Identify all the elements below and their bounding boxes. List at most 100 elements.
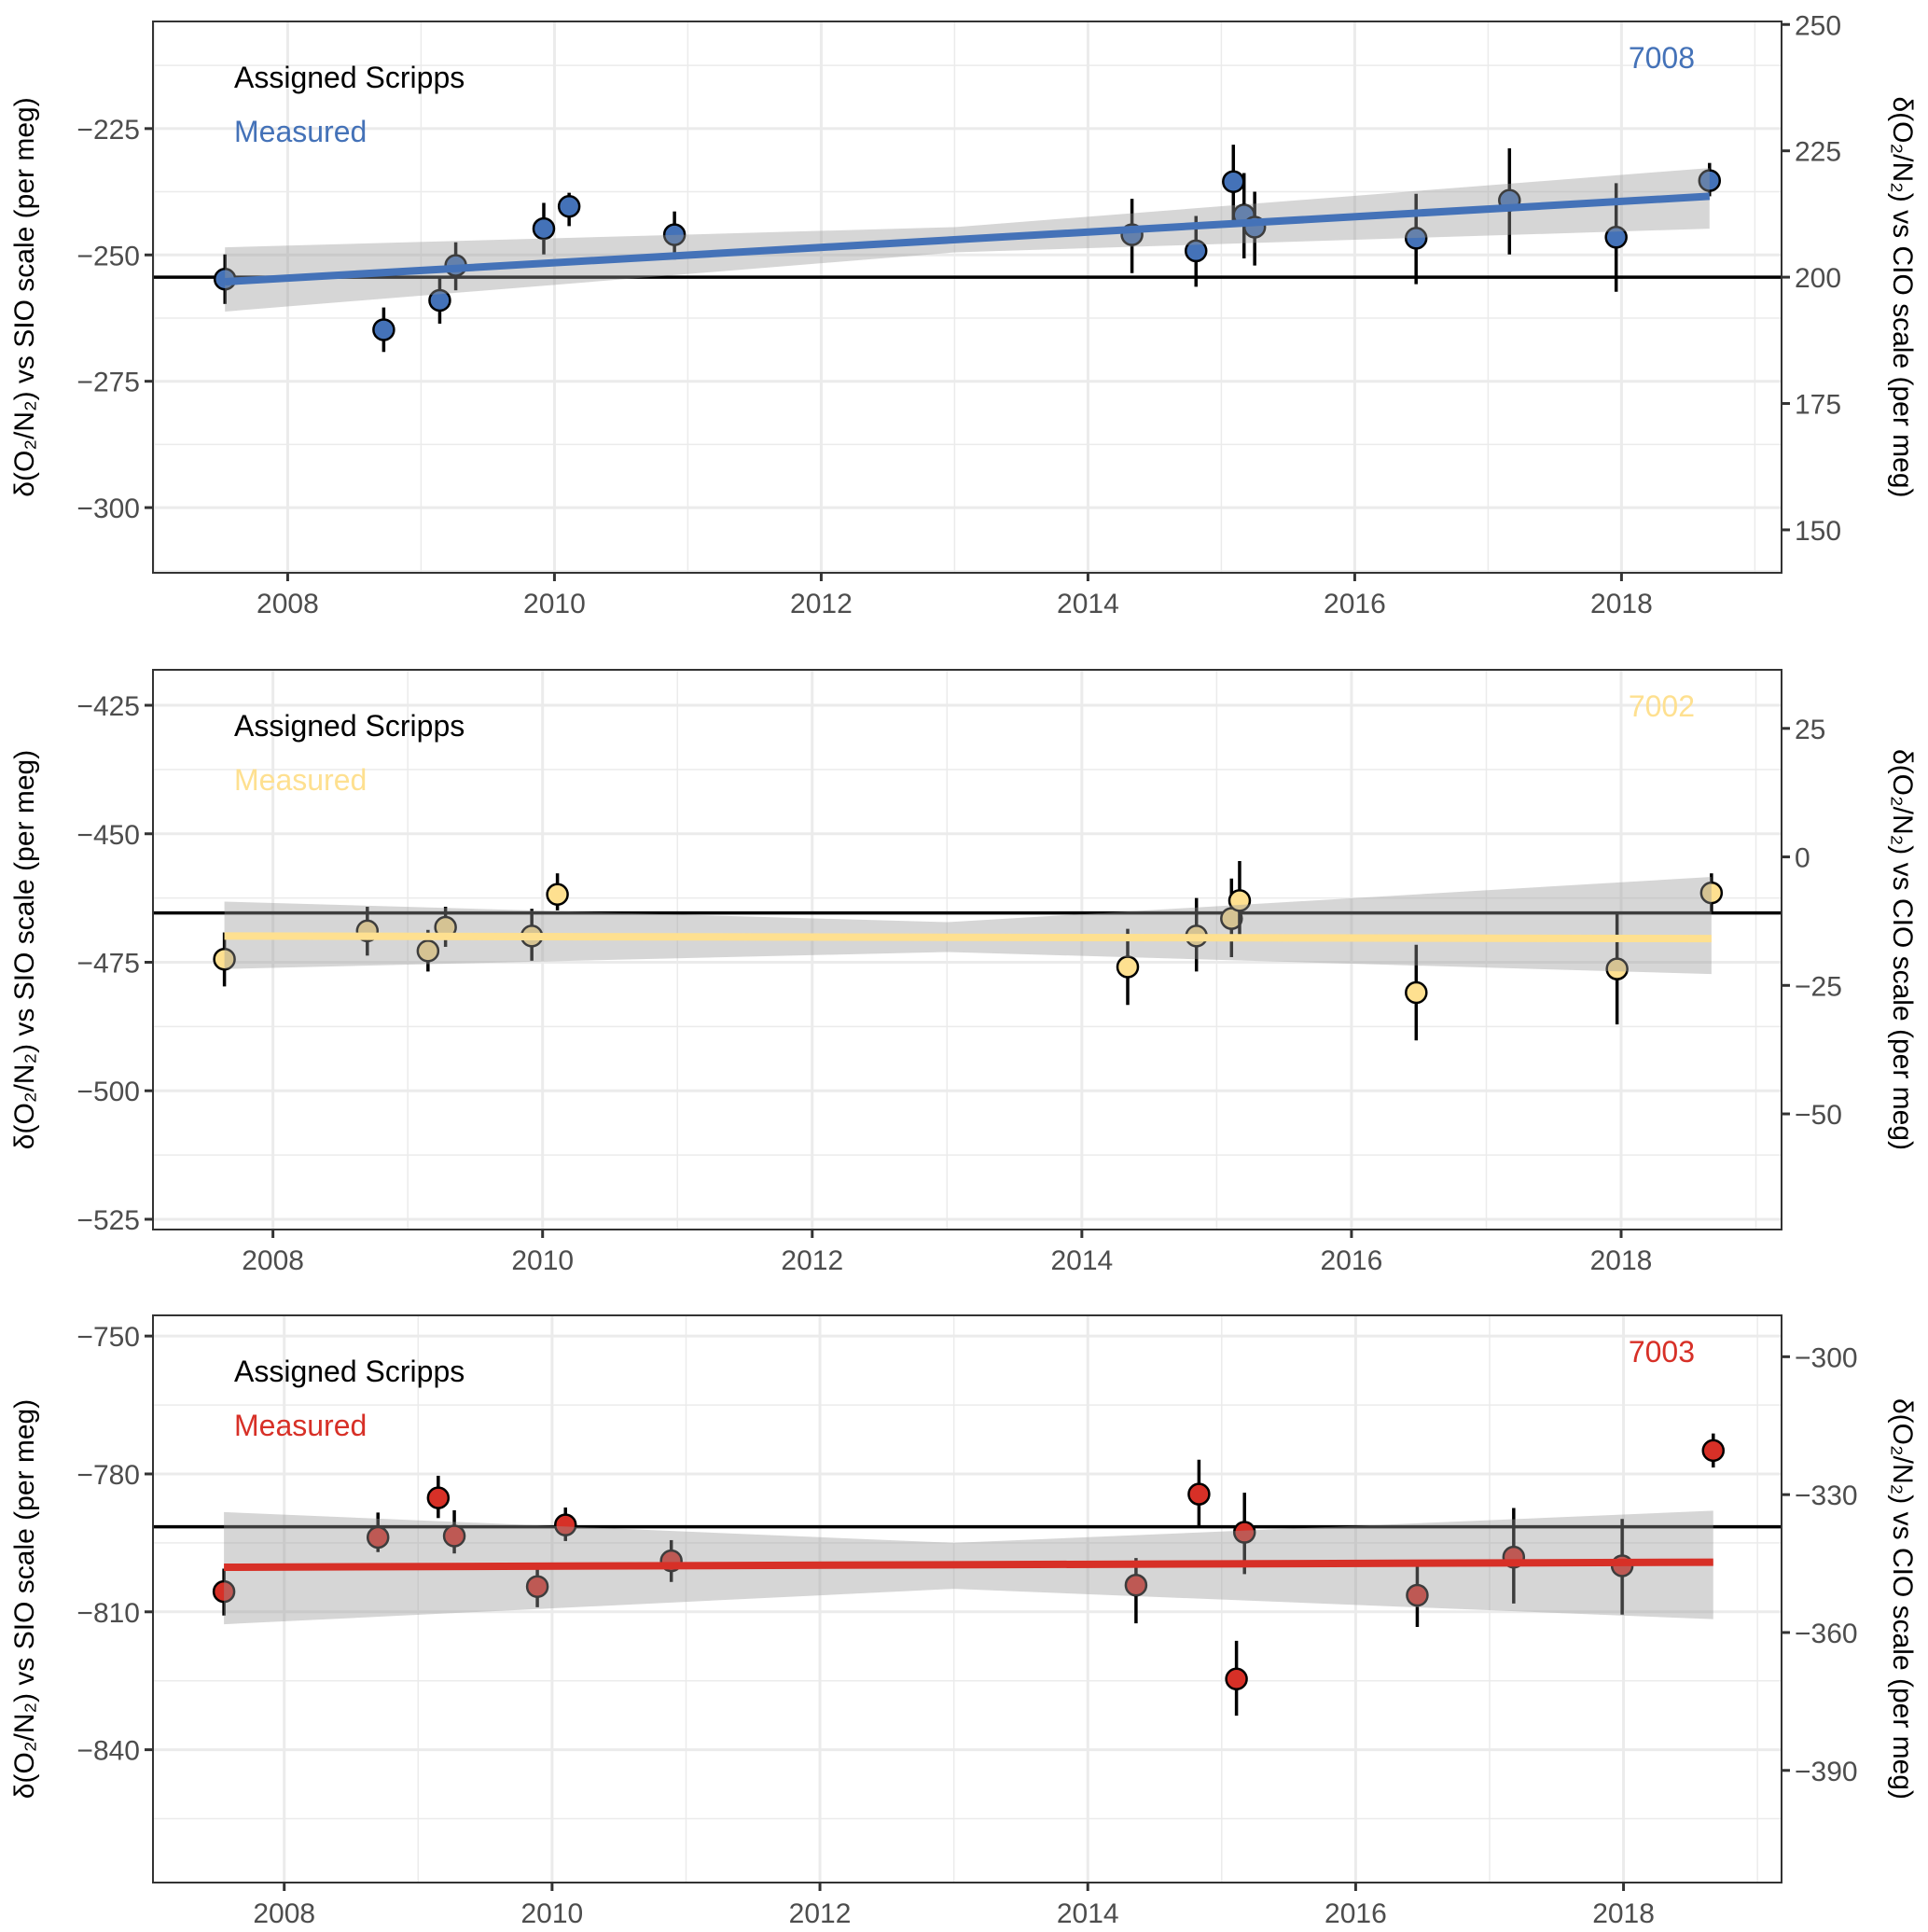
y-tick-label-right: −330: [1795, 1480, 1858, 1511]
legend-assigned-scripps: Assigned Scripps: [234, 61, 465, 94]
data-point: [416, 929, 440, 972]
x-tick-label: 2018: [1592, 1898, 1655, 1929]
data-point-marker: [1187, 1482, 1211, 1506]
data-point: [1220, 878, 1243, 957]
y-tick-label-right: 225: [1795, 137, 1841, 168]
data-point-marker: [1405, 980, 1428, 1005]
x-axis: 2008 2010 2012 2014 2016 2018: [242, 1230, 1652, 1276]
y-axis-left: −225 −250 −275 −300: [76, 115, 153, 524]
data-point: [1605, 913, 1629, 1025]
data-point-marker: [1225, 1667, 1248, 1690]
x-tick-label: 2018: [1590, 1245, 1653, 1276]
x-tick-label: 2010: [523, 589, 586, 619]
data-point-marker: [1124, 1573, 1148, 1597]
panel-id-label: 7002: [1629, 689, 1695, 723]
y-tick-label-right: 25: [1795, 715, 1825, 745]
data-point: [557, 192, 581, 227]
y-tick-label-left: −450: [76, 820, 140, 851]
data-point-marker: [426, 1486, 451, 1509]
y-tick-label-left: −225: [76, 115, 140, 146]
measured-points: [213, 145, 1722, 353]
panel-7002: 2008 2010 2012 2014 2016 2018−425−450−475−500…: [9, 669, 1918, 1276]
x-tick-label: 2014: [1057, 1898, 1119, 1929]
data-point-marker: [442, 1524, 466, 1548]
data-point: [1405, 944, 1428, 1041]
data-point-marker: [1116, 955, 1140, 979]
data-point: [372, 307, 395, 353]
y-axis-title-right: δ(O₂/N₂) vs CIO scale (per meg): [1887, 749, 1918, 1150]
y-axis-title-right: δ(O₂/N₂) vs CIO scale (per meg): [1887, 96, 1918, 497]
y-axis-right: 250 225 200 175 150: [1782, 10, 1841, 547]
confidence-ribbon: [224, 877, 1712, 975]
regression-line: [224, 192, 1711, 285]
measured-points: [212, 1433, 1726, 1717]
data-point-marker: [1232, 1521, 1256, 1544]
y-tick-label-left: −500: [76, 1077, 140, 1107]
data-point: [1222, 145, 1245, 223]
data-point: [1225, 1640, 1248, 1717]
y-tick-label-right: 175: [1795, 390, 1841, 421]
gridlines: [153, 1315, 1782, 1883]
data-point-marker: [532, 216, 556, 241]
data-point: [662, 211, 687, 260]
data-point: [525, 1566, 549, 1607]
data-point-marker: [1406, 1583, 1429, 1607]
panel-id-label: 7008: [1629, 41, 1695, 75]
data-point-marker: [546, 883, 569, 907]
data-point: [546, 873, 569, 910]
x-tick-label: 2012: [790, 589, 853, 619]
data-point-marker: [213, 947, 236, 971]
data-point: [1699, 873, 1724, 911]
x-tick-label: 2010: [521, 1898, 584, 1929]
data-point: [1187, 1459, 1211, 1527]
legend: Assigned Scripps Measured: [234, 61, 465, 148]
x-tick-label: 2018: [1590, 589, 1653, 619]
legend-assigned-scripps: Assigned Scripps: [234, 709, 465, 743]
y-axis-title-left: δ(O₂/N₂) vs SIO scale (per meg): [9, 97, 40, 496]
measured-points: [213, 860, 1724, 1041]
legend-assigned-scripps: Assigned Scripps: [234, 1355, 465, 1388]
data-point-marker: [1698, 169, 1722, 192]
y-tick-label-right: −50: [1795, 1100, 1842, 1131]
y-axis-left: −425 −450 −475 −500 −525: [76, 691, 153, 1236]
x-tick-label: 2016: [1325, 1898, 1387, 1929]
x-tick-label: 2016: [1324, 589, 1386, 619]
data-point-marker: [212, 1579, 236, 1604]
data-point: [532, 202, 556, 255]
data-point-marker: [557, 195, 581, 218]
data-point-marker: [1699, 881, 1724, 905]
data-point: [426, 1475, 451, 1519]
data-point: [213, 932, 236, 987]
x-axis: 2008 2010 2012 2014 2016 2018: [257, 573, 1653, 619]
y-axis-title-right: δ(O₂/N₂) vs CIO scale (per meg): [1887, 1398, 1918, 1800]
x-axis: 2008 2010 2012 2014 2016 2018: [253, 1883, 1655, 1929]
x-tick-label: 2008: [253, 1898, 315, 1929]
y-tick-label-left: −475: [76, 948, 140, 979]
plot-background: [153, 1315, 1782, 1883]
y-tick-label-left: −810: [76, 1598, 140, 1629]
y-axis-right: −300 −330 −360 −390: [1782, 1342, 1858, 1787]
y-tick-label-right: −360: [1795, 1619, 1858, 1649]
y-tick-label-left: −300: [76, 493, 140, 524]
x-tick-label: 2008: [257, 589, 319, 619]
data-point: [1406, 1564, 1429, 1628]
data-point-marker: [1701, 1439, 1726, 1463]
x-tick-label: 2014: [1050, 1245, 1113, 1276]
legend-measured: Measured: [234, 763, 367, 797]
plot-background: [153, 21, 1782, 573]
x-tick-label: 2012: [789, 1898, 852, 1929]
gridlines: [153, 670, 1782, 1230]
data-point-marker: [416, 939, 440, 963]
data-point-marker: [1228, 889, 1252, 912]
x-tick-label: 2014: [1057, 589, 1119, 619]
y-axis-title-left: δ(O₂/N₂) vs SIO scale (per meg): [9, 750, 40, 1149]
legend-measured: Measured: [234, 1409, 367, 1442]
y-tick-label-right: −300: [1795, 1342, 1858, 1373]
data-point-marker: [1222, 170, 1245, 193]
y-tick-label-left: −275: [76, 368, 140, 398]
data-point-marker: [366, 1525, 390, 1550]
y-tick-label-left: −780: [76, 1460, 140, 1491]
x-tick-label: 2008: [242, 1245, 304, 1276]
x-tick-label: 2010: [511, 1245, 574, 1276]
x-tick-label: 2012: [781, 1245, 843, 1276]
